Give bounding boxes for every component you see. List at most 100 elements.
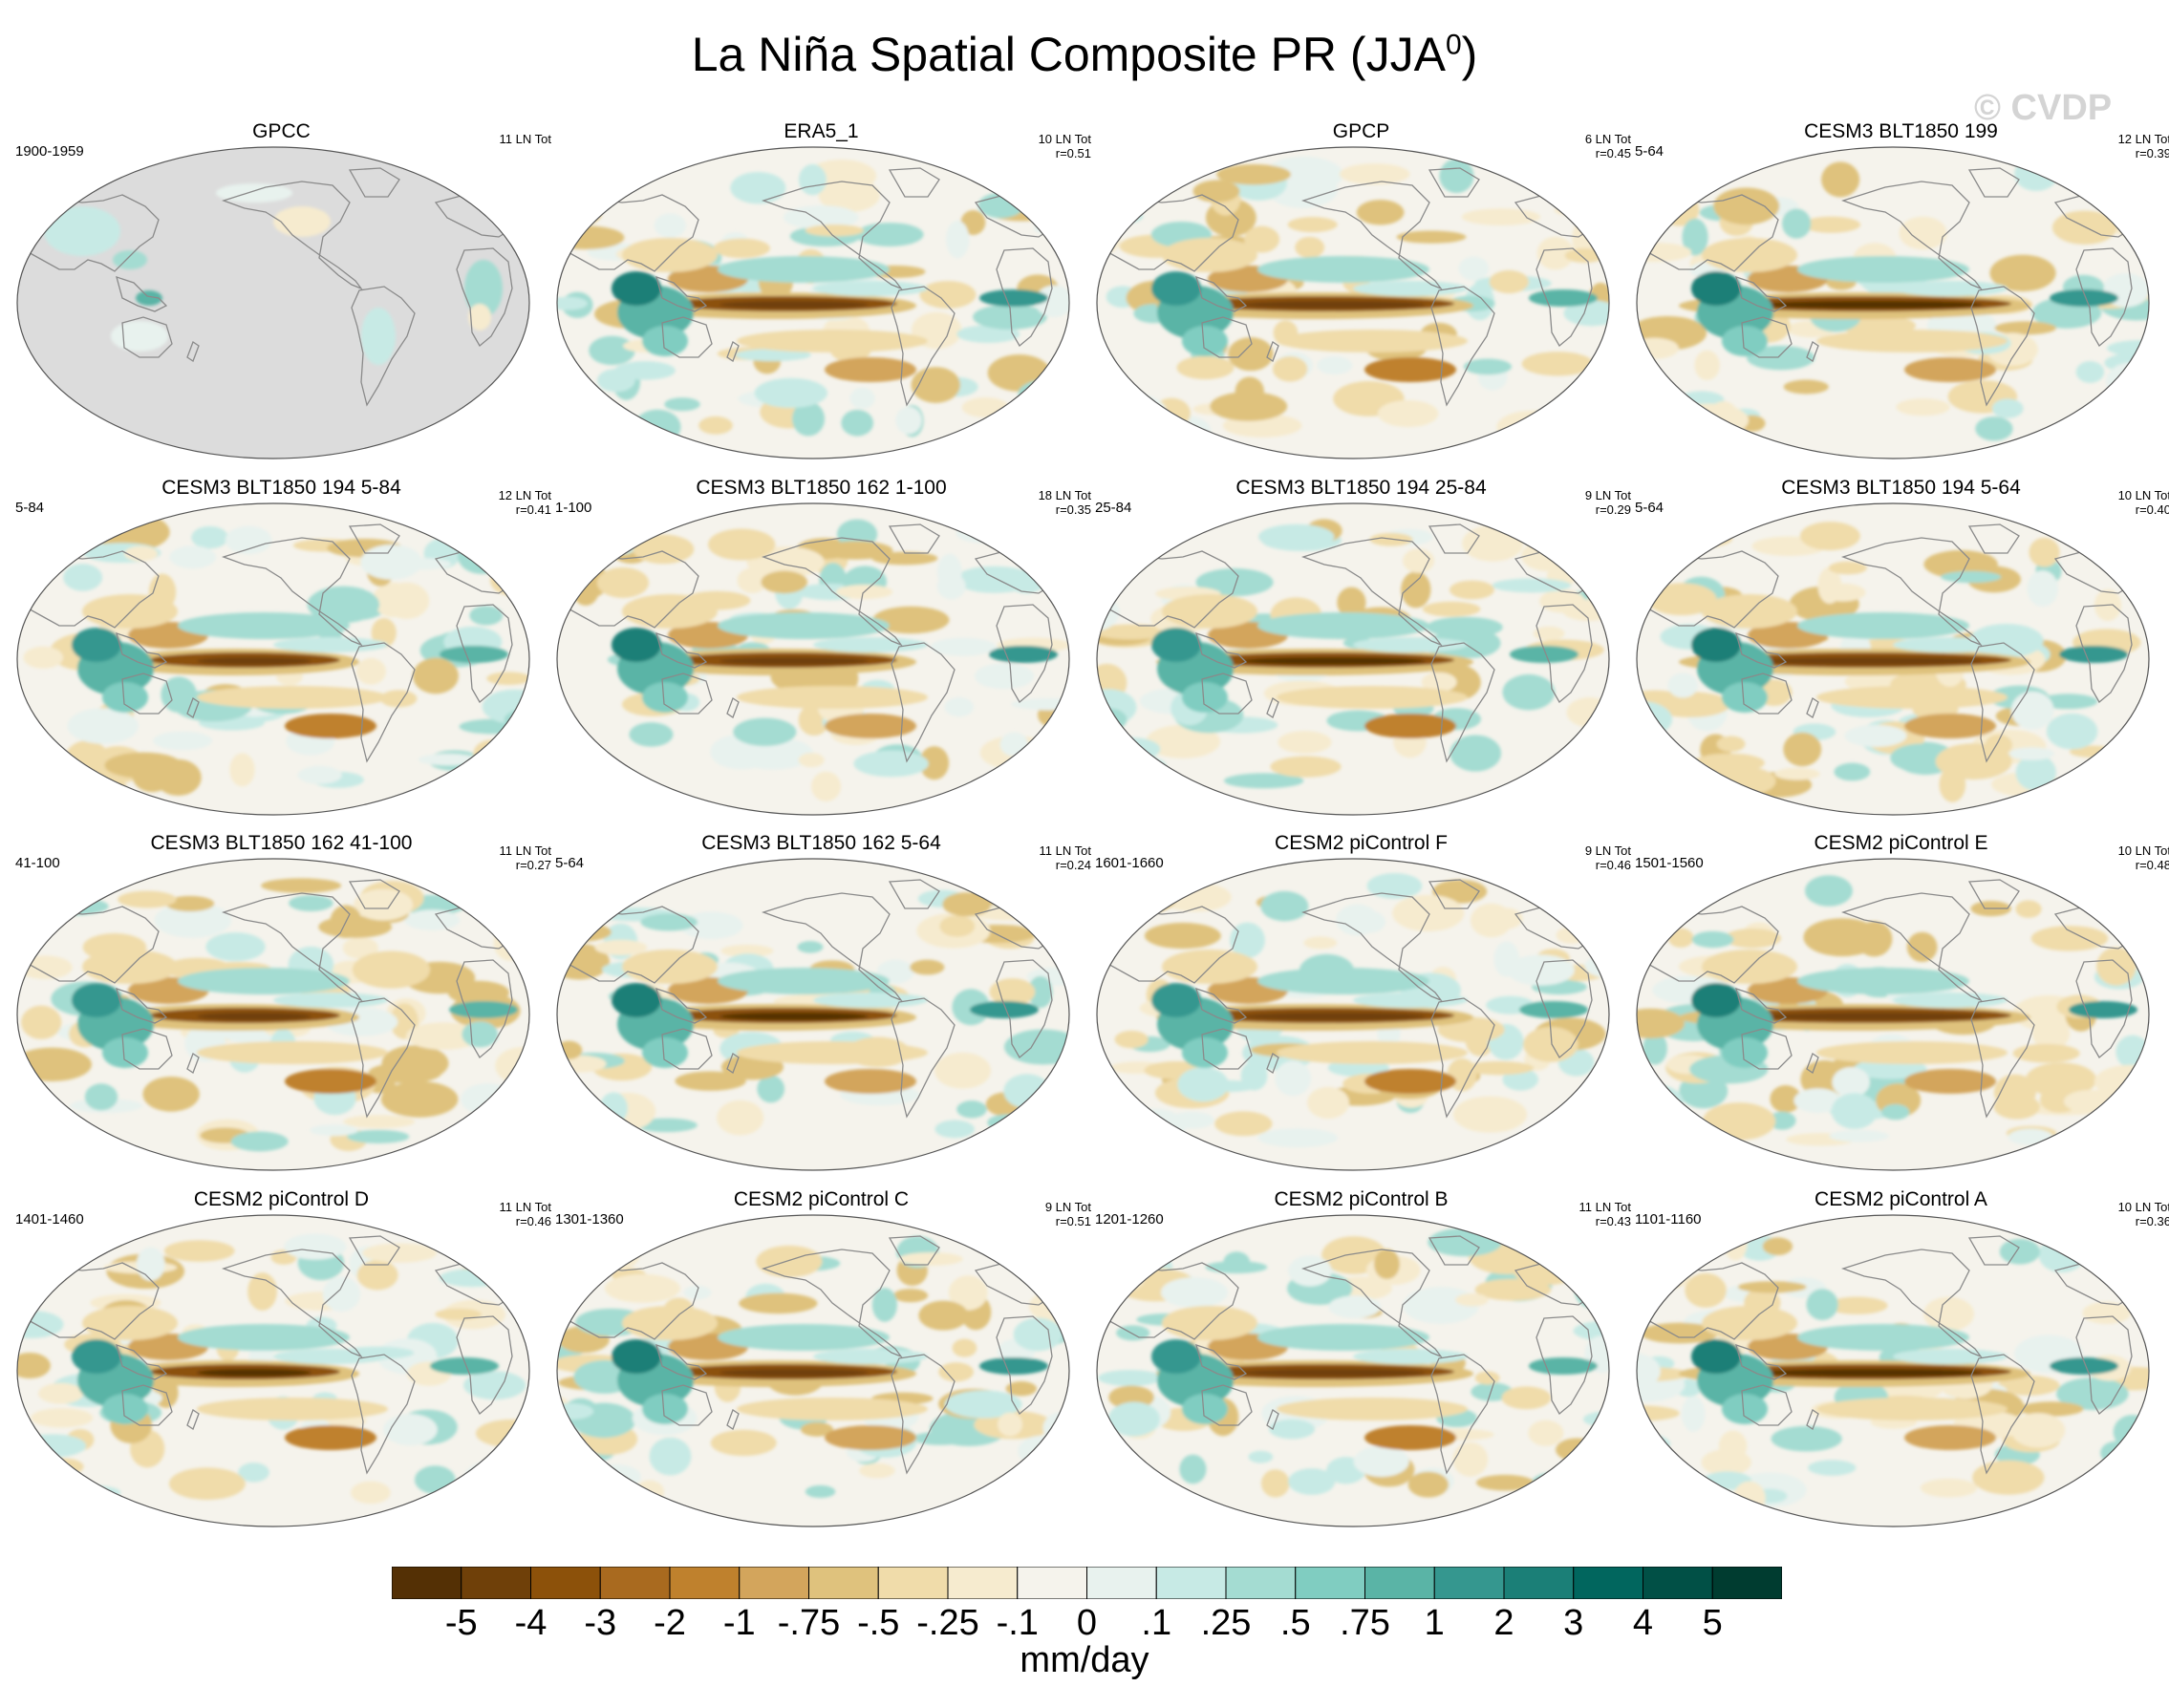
precip-anomaly-map xyxy=(556,858,1070,1171)
panel-stats: 11 LN Tot r=0.27 xyxy=(500,843,551,872)
panel-period: 1201-1260 xyxy=(1095,1211,1164,1228)
colorbar-tick-label: 0 xyxy=(1076,1603,1098,1643)
colorbar-tick-label: 2 xyxy=(1493,1603,1514,1643)
precip-anomaly-map xyxy=(1096,1214,1610,1527)
colorbar-bin xyxy=(947,1567,1019,1599)
colorbar-bin xyxy=(808,1567,879,1599)
precip-anomaly-map xyxy=(16,1214,530,1527)
colorbar-bin xyxy=(1017,1567,1087,1599)
panel-event-count: 10 LN Tot xyxy=(1038,132,1091,146)
precip-anomaly-map xyxy=(556,1214,1070,1527)
precip-anomaly-map xyxy=(1636,502,2150,816)
panel-period: 5-64 xyxy=(1635,143,1664,160)
panel-period: 1101-1160 xyxy=(1635,1211,1702,1228)
panel-stats: 11 LN Tot xyxy=(500,132,551,146)
panel-pattern-correlation: r=0.45 xyxy=(1595,146,1631,160)
panel-period: 1301-1360 xyxy=(555,1211,624,1228)
colorbar-bin xyxy=(1503,1567,1575,1599)
panel-event-count: 11 LN Tot xyxy=(1578,1200,1631,1214)
map-panel: CESM3 BLT1850 162 1-100 1-100 18 LN Tot r=0… xyxy=(551,477,1091,830)
map-panel: CESM2 piControl B 1201-1260 11 LN Tot r=0.4… xyxy=(1091,1188,1631,1542)
colorbar-tick-label: -3 xyxy=(584,1603,617,1643)
colorbar xyxy=(392,1567,1782,1599)
colorbar-tick-label: -5 xyxy=(444,1603,478,1643)
panel-period: 1601-1660 xyxy=(1095,855,1164,871)
panel-event-count: 9 LN Tot xyxy=(1584,843,1631,858)
colorbar-units: mm/day xyxy=(1020,1640,1149,1680)
panel-stats: 10 LN Tot r=0.48 xyxy=(2118,843,2169,872)
precip-anomaly-map xyxy=(16,146,530,459)
panel-stats: 11 LN Tot r=0.43 xyxy=(1579,1200,1631,1228)
panel-title: CESM3 BLT1850 162 5-64 xyxy=(701,832,941,854)
map-panel: CESM3 BLT1850 194 5-64 5-64 10 LN Tot r=0.4… xyxy=(1631,477,2169,830)
colorbar-bin xyxy=(1643,1567,1713,1599)
map-panel: CESM2 piControl A 1101-1160 10 LN Tot r=0.3… xyxy=(1631,1188,2169,1542)
colorbar-tick-label: -.5 xyxy=(857,1603,900,1643)
colorbar-tick-label: -1 xyxy=(722,1603,756,1643)
colorbar-tick-label: .1 xyxy=(1141,1603,1172,1643)
colorbar-tick-label: 1 xyxy=(1424,1603,1445,1643)
precip-anomaly-map xyxy=(556,146,1070,459)
panel-period: 1401-1460 xyxy=(15,1211,84,1228)
panel-pattern-correlation: r=0.46 xyxy=(515,1214,551,1228)
panel-period: 1900-1959 xyxy=(15,143,84,160)
panel-title: CESM2 piControl C xyxy=(733,1188,910,1210)
figure-title: La Niña Spatial Composite PR (JJA0) xyxy=(691,28,1478,81)
colorbar-tick-label: .75 xyxy=(1340,1603,1390,1643)
map-panel: CESM2 piControl C 1301-1360 9 LN Tot r=0.51 xyxy=(551,1188,1091,1542)
panel-title: CESM3 BLT1850 162 1-100 xyxy=(696,477,947,499)
panel-title: CESM2 piControl D xyxy=(193,1188,370,1210)
panel-stats: 10 LN Tot r=0.51 xyxy=(1039,132,1091,160)
panel-title: CESM2 piControl F xyxy=(1275,832,1448,854)
precip-anomaly-map xyxy=(1096,146,1610,459)
map-panel: CESM3 BLT1850 199 5-64 12 LN Tot r=0.39 xyxy=(1631,120,2169,474)
panel-stats: 12 LN Tot r=0.39 xyxy=(2118,132,2169,160)
panel-event-count: 12 LN Tot xyxy=(2117,132,2169,146)
map-panel: CESM3 BLT1850 194 25-84 25-84 9 LN Tot r=0.… xyxy=(1091,477,1631,830)
panel-pattern-correlation: r=0.51 xyxy=(1055,146,1091,160)
panel-period: 41-100 xyxy=(15,855,60,871)
panel-title: CESM3 BLT1850 162 41-100 xyxy=(150,832,413,854)
precip-anomaly-map xyxy=(1096,502,1610,816)
precip-anomaly-map xyxy=(1096,858,1610,1171)
colorbar-tick-label: -.1 xyxy=(996,1603,1039,1643)
precip-anomaly-map xyxy=(1636,1214,2150,1527)
colorbar-bin xyxy=(599,1567,671,1599)
panel-stats: 6 LN Tot r=0.45 xyxy=(1585,132,1631,160)
colorbar-tick-label: .25 xyxy=(1200,1603,1252,1643)
panel-pattern-correlation: r=0.27 xyxy=(515,858,551,872)
map-panel: CESM2 piControl F 1601-1660 9 LN Tot r=0.46 xyxy=(1091,832,1631,1185)
panel-stats: 11 LN Tot r=0.24 xyxy=(1040,843,1091,872)
map-panel: CESM3 BLT1850 162 5-64 5-64 11 LN Tot r=0.2… xyxy=(551,832,1091,1185)
panel-pattern-correlation: r=0.35 xyxy=(1055,502,1091,517)
panel-pattern-correlation: r=0.39 xyxy=(2135,146,2169,160)
colorbar-bin xyxy=(1711,1567,1782,1599)
panel-title: CESM2 piControl E xyxy=(1814,832,1988,854)
map-panel: GPCP 6 LN Tot r=0.45 xyxy=(1091,120,1631,474)
panel-stats: 11 LN Tot r=0.46 xyxy=(500,1200,551,1228)
panel-period: 1-100 xyxy=(555,500,592,516)
panel-period: 5-64 xyxy=(555,855,585,871)
colorbar-tick-label: 3 xyxy=(1563,1603,1584,1643)
colorbar-bin xyxy=(669,1567,741,1599)
panel-period: 1501-1560 xyxy=(1635,855,1704,871)
panel-stats: 9 LN Tot r=0.46 xyxy=(1585,843,1631,872)
panel-stats: 18 LN Tot r=0.35 xyxy=(1039,488,1091,517)
precip-anomaly-map xyxy=(1636,858,2150,1171)
colorbar-tick-label: 5 xyxy=(1702,1603,1723,1643)
precip-anomaly-map xyxy=(16,502,530,816)
panel-event-count: 11 LN Tot xyxy=(499,132,551,146)
panel-pattern-correlation: r=0.51 xyxy=(1055,1214,1091,1228)
map-panel: CESM3 BLT1850 162 41-100 41-100 11 LN Tot r… xyxy=(11,832,551,1185)
map-panel: CESM3 BLT1850 194 5-84 5-84 12 LN Tot r=0.4… xyxy=(11,477,551,830)
panel-event-count: 10 LN Tot xyxy=(2117,843,2169,858)
panel-pattern-correlation: r=0.43 xyxy=(1595,1214,1631,1228)
panel-title: GPCC xyxy=(252,120,311,142)
colorbar-bin xyxy=(1364,1567,1435,1599)
colorbar-bin xyxy=(877,1567,949,1599)
colorbar-bin xyxy=(739,1567,809,1599)
panel-pattern-correlation: r=0.40 xyxy=(2135,502,2169,517)
cvdp-watermark: © CVDP xyxy=(1974,88,2113,128)
map-panel: GPCC 1900-1959 11 LN Tot xyxy=(11,120,551,474)
panel-stats: 10 LN Tot r=0.36 xyxy=(2118,1200,2169,1228)
